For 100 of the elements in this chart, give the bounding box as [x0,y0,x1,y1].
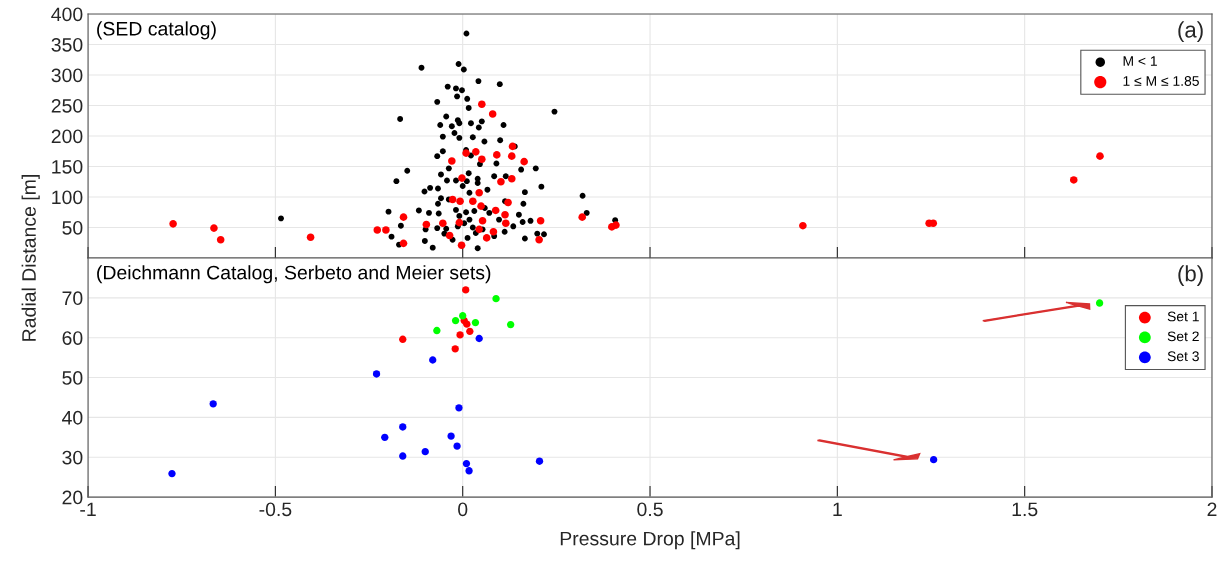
point [451,345,459,353]
annotation: (Deichmann Catalog, Serbeto and Meier sets) [97,265,491,284]
point [209,400,217,408]
point [458,174,466,182]
point [447,432,455,440]
point [210,224,218,232]
point [492,294,500,303]
point [507,174,516,183]
point [456,331,464,339]
y-tick-label: 30 [62,450,83,465]
y-tick-label: 50 [62,371,83,385]
x-axis-title: Pressure Drop [MPa] [560,531,740,550]
annotation: (b) [1178,265,1203,286]
point [445,231,454,240]
point [469,197,477,206]
point [507,152,516,160]
point [799,221,807,230]
point [475,334,483,343]
x-tick-label: 0 [458,502,468,517]
x-tick-label: 1.5 [1012,502,1038,517]
legend-label: Set 2 [1167,331,1199,342]
point [477,202,485,210]
point [501,210,509,219]
point [478,100,486,109]
point [169,220,177,228]
point [504,198,512,207]
point [475,225,483,234]
point [439,219,447,228]
point [465,467,473,475]
point [520,157,528,166]
point [459,312,467,320]
point [399,423,407,431]
point [472,148,480,156]
point [466,327,474,335]
point [489,227,498,236]
point [399,213,408,221]
point [462,286,470,294]
point [491,206,500,215]
point [475,188,483,197]
x-tick-label: 2 [1207,502,1217,517]
point [463,320,471,328]
point [482,234,491,242]
y-tick-label: 50 [62,220,83,235]
legend-label: Set 3 [1167,351,1199,362]
point [451,316,460,325]
point [535,235,543,244]
point [429,356,437,364]
point [506,320,515,329]
point [536,217,545,225]
point [462,149,470,157]
point [448,195,457,204]
point [433,326,441,335]
point [457,241,466,250]
point [216,235,225,244]
point [373,226,382,234]
legend-label: 1 ≤ M ≤ 1.85 [1123,76,1199,86]
y-tick-label: 70 [62,291,83,306]
point [453,442,461,450]
y-tick-label: 60 [62,331,83,345]
y-tick-label: 200 [51,129,83,144]
point [399,452,407,460]
point [488,110,497,118]
point [612,221,620,229]
point [478,217,487,225]
point [1096,152,1104,160]
x-tick-label: 1 [833,502,842,517]
annotation: (a) [1178,21,1203,43]
x-tick-label: -0.5 [259,502,292,517]
point [1069,176,1078,184]
point [306,233,315,242]
point [381,433,389,441]
point [455,218,464,227]
point [471,318,480,327]
point [1095,299,1104,307]
y-tick-label: 400 [51,7,83,22]
y-tick-label: 150 [52,159,83,174]
point [456,197,464,206]
point [929,455,938,464]
y-tick-label: 100 [52,190,83,205]
point [168,469,176,478]
point [422,220,431,229]
point [399,335,407,343]
x-tick-label: 0.5 [637,502,663,517]
y-tick-label: 300 [51,68,83,83]
y-tick-label: 350 [51,37,83,52]
point [421,447,429,456]
y-tick-label: 250 [51,98,83,113]
legend-label: Set 1 [1167,311,1199,322]
point [501,219,510,228]
legend-label: M < 1 [1123,56,1157,66]
point [535,457,544,465]
y-axis-title: Radial Distance [m] [21,175,40,341]
point [478,155,486,163]
point [462,459,471,468]
point [399,239,408,248]
point [455,404,463,412]
point [372,370,381,378]
point [497,177,505,186]
point [578,213,587,221]
annotation: (SED catalog) [97,21,216,40]
